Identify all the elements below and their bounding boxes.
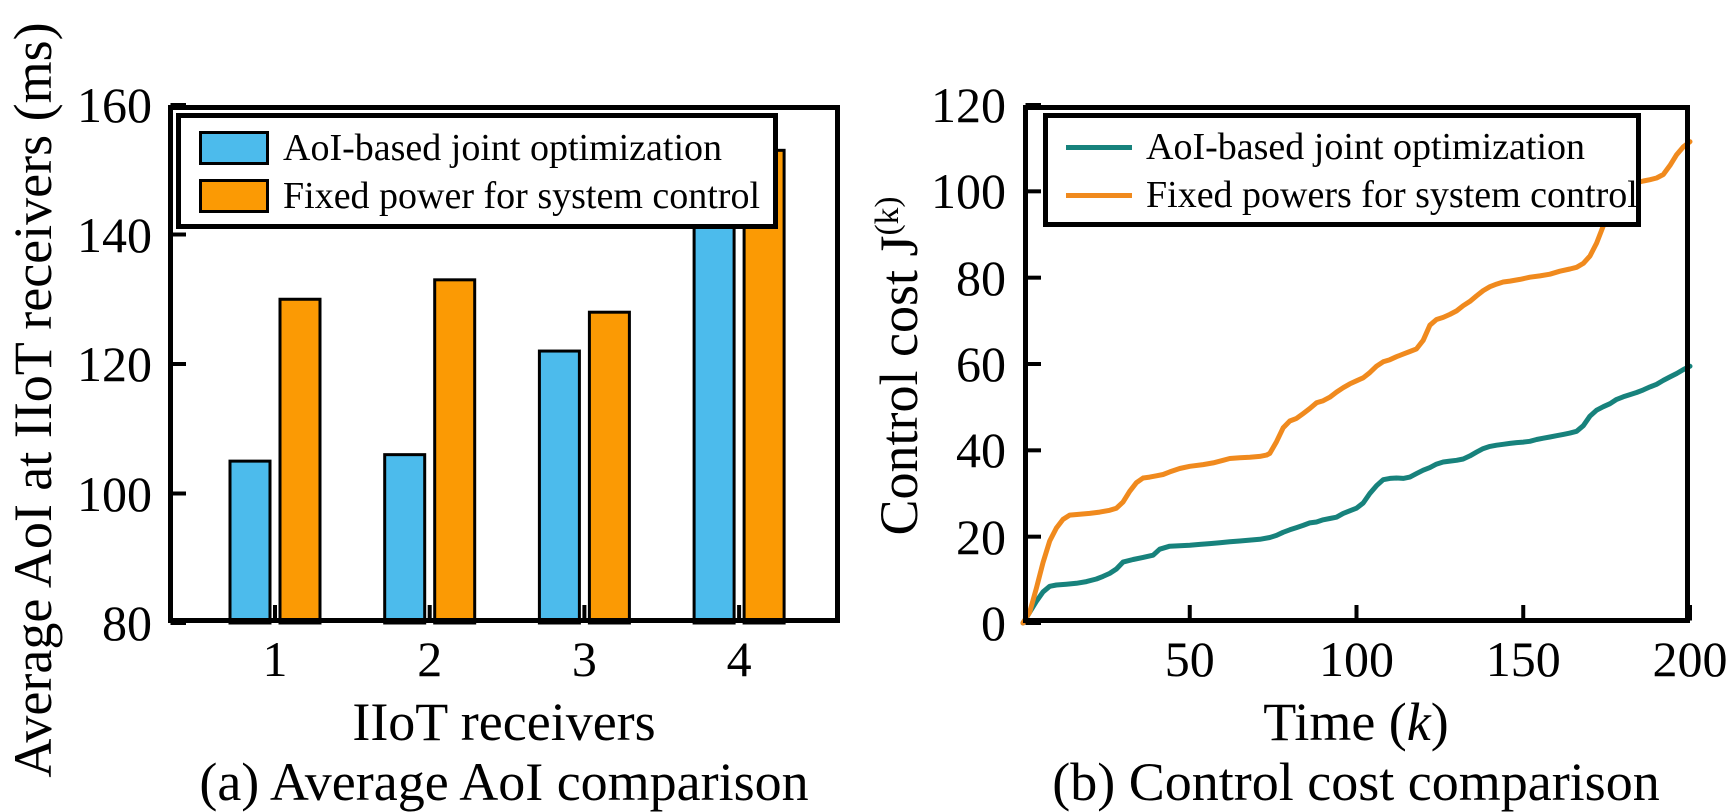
left-x-axis-title: IIoT receivers (352, 692, 656, 752)
bar-orange-3 (587, 310, 631, 625)
right-plot-frame (1023, 105, 1690, 623)
right-x-tick-150: 150 (1485, 631, 1561, 687)
left-y-tick-160: 160 (77, 77, 152, 133)
right-y-tick-20: 20 (956, 508, 1006, 565)
bar-blue-1 (228, 459, 272, 625)
right-x-axis-title: Time (k) (1263, 694, 1449, 750)
left-y-tick-100: 100 (77, 465, 152, 522)
right-legend-label-aoi: AoI-based joint optimization (1146, 126, 1586, 168)
right-y-tick-40: 40 (956, 422, 1006, 479)
fixed-powers-line (1020, 139, 1693, 626)
left-plot-frame (168, 105, 840, 623)
aoi-optimization-line (1020, 363, 1693, 626)
left-x-tick-3: 3 (571, 631, 597, 687)
left-y-tick-80: 80 (102, 595, 152, 651)
bar-orange-2 (433, 278, 477, 625)
right-y-tick-60: 60 (956, 336, 1006, 392)
right-x-tick-50: 50 (1164, 631, 1215, 687)
right-y-axis-title-sup: (k) (869, 196, 906, 236)
right-x-axis-title-pre: Time ( (1263, 692, 1407, 752)
left-caption: (a) Average AoI comparison (199, 752, 809, 812)
left-legend: AoI-based joint optimization Fixed power… (176, 113, 778, 229)
bar-orange-1 (278, 297, 322, 625)
right-caption: (b) Control cost comparison (1052, 752, 1660, 812)
right-legend: AoI-based joint optimization Fixed power… (1043, 113, 1641, 227)
right-y-tick-120: 120 (931, 77, 1006, 133)
blue-bar-swatch-icon (199, 131, 269, 165)
left-y-tick-120: 120 (77, 336, 152, 392)
orange-bar-swatch-icon (199, 179, 269, 213)
right-legend-row-aoi: AoI-based joint optimization (1066, 127, 1622, 167)
right-x-tick-100: 100 (1319, 631, 1394, 687)
right-y-tick-100: 100 (931, 163, 1006, 220)
left-x-tick-1: 1 (262, 631, 288, 687)
teal-line-swatch-icon (1066, 144, 1132, 150)
left-x-tick-4: 4 (726, 631, 752, 687)
right-y-tick-80: 80 (956, 249, 1006, 306)
right-y-tick-0: 0 (981, 595, 1006, 651)
left-legend-row-aoi: AoI-based joint optimization (199, 128, 759, 168)
left-y-tick-140: 140 (77, 206, 152, 263)
right-legend-row-fixed: Fixed powers for system control (1066, 175, 1638, 215)
left-legend-row-fixed: Fixed power for system control (199, 175, 761, 217)
bar-blue-4 (692, 213, 736, 625)
right-x-tick-200: 200 (1652, 631, 1728, 687)
bar-orange-4 (742, 148, 786, 625)
left-x-tick-2: 2 (417, 631, 443, 687)
left-legend-label-aoi: AoI-based joint optimization (283, 127, 723, 169)
right-y-axis-title: Control cost J(k) (869, 196, 929, 536)
bar-blue-2 (383, 453, 427, 625)
left-legend-label-fixed: Fixed power for system control (283, 175, 761, 217)
left-plot-area (168, 103, 840, 625)
right-x-axis-title-post: ) (1430, 692, 1449, 752)
right-y-axis-title-base: Control cost J (869, 235, 929, 536)
right-plot-area (1020, 103, 1693, 626)
orange-line-swatch-icon (1066, 192, 1132, 198)
bar-blue-3 (537, 349, 581, 625)
right-legend-label-fixed: Fixed powers for system control (1146, 174, 1638, 216)
left-y-axis-title: Average AoI at IIoT receivers (ms) (3, 22, 63, 778)
right-x-axis-title-k: k (1406, 692, 1431, 752)
